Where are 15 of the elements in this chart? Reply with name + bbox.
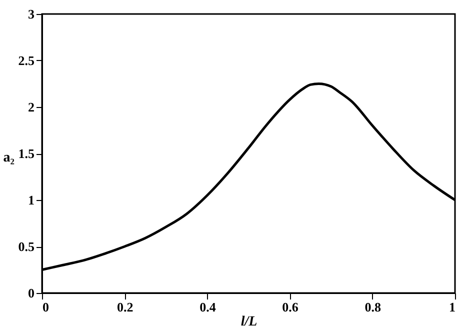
y-tick-label: 2 bbox=[28, 100, 34, 114]
y-tick-label: 0.5 bbox=[18, 239, 35, 254]
y-tick-label: 0 bbox=[28, 286, 34, 300]
y-tick-label: 1.5 bbox=[18, 146, 35, 161]
y-tick-label: 1 bbox=[28, 192, 34, 208]
y-tick-label: 3 bbox=[28, 6, 35, 22]
y-axis-title: a₂ bbox=[3, 150, 14, 166]
x-tick-label: 0.6 bbox=[282, 300, 299, 314]
x-tick-label: 0.2 bbox=[116, 300, 134, 314]
x-axis-title: l/L bbox=[240, 314, 258, 330]
y-tick-label: 2.5 bbox=[18, 53, 35, 68]
x-tick-label: 0 bbox=[42, 300, 49, 314]
x-tick-label: 1 bbox=[449, 300, 456, 314]
x-tick-label: 0.8 bbox=[364, 300, 382, 314]
x-tick-label: 0.4 bbox=[200, 300, 216, 314]
